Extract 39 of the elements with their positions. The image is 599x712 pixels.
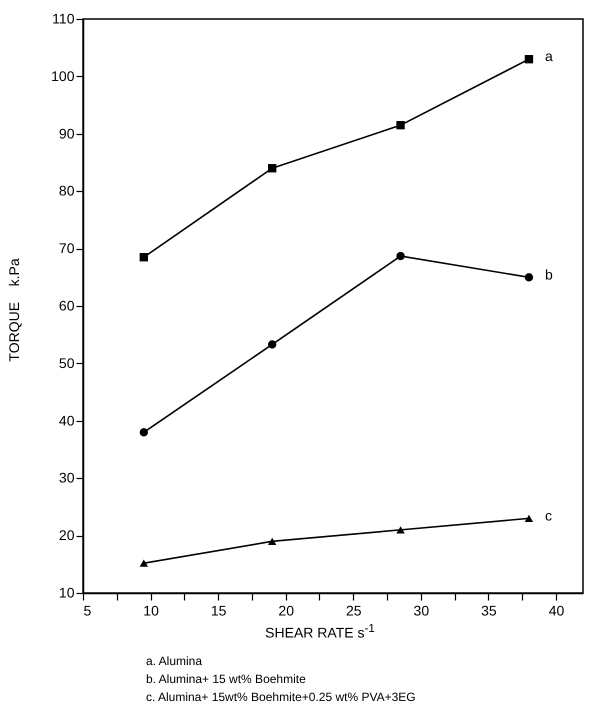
point <box>396 252 405 260</box>
text: b. Alumina+ 15 wt% Boehmite <box>146 671 307 688</box>
y-tick-label: 40 <box>58 412 75 428</box>
x-axis-title: SHEAR RATE s$^{-1}$ <box>264 622 376 641</box>
x-tick-label: 35 <box>481 602 497 618</box>
y-tick-label: 10 <box>58 584 75 600</box>
point <box>396 121 405 130</box>
x-tick-label: 30 <box>414 602 430 618</box>
y-tick-label: 20 <box>58 527 75 544</box>
point <box>524 54 534 64</box>
y-tick-label: 50 <box>58 354 75 371</box>
y-tick-label: 110 <box>52 10 75 26</box>
series-label: a <box>544 48 553 64</box>
y-axis-title: TORQUE k.Pa <box>6 258 22 362</box>
y-tick-label: 80 <box>58 182 75 199</box>
y-tick-label: 90 <box>58 125 75 142</box>
x-tick-label: 10 <box>143 602 160 618</box>
text: c. Alumina+ 15wt% Boehmite+0.25 wt% PVA+3EG <box>146 689 416 706</box>
x-tick-label: 40 <box>548 602 564 618</box>
y-tick-label: 70 <box>58 240 75 256</box>
point <box>140 560 148 567</box>
point <box>268 340 276 349</box>
x-tick-label: 15 <box>210 602 227 618</box>
point <box>268 538 276 545</box>
y-tick-label: 100 <box>51 68 75 84</box>
text: a. Alumina <box>146 653 204 670</box>
series-label: b <box>544 266 553 282</box>
x-tick-label: 20 <box>278 602 294 618</box>
point <box>140 253 148 262</box>
point <box>524 273 534 282</box>
y-tick-label: 60 <box>58 298 75 314</box>
x-tick-label: 25 <box>346 602 362 618</box>
point <box>524 514 534 522</box>
y-tick-label: 30 <box>58 470 75 486</box>
x-tick-label: 5 <box>84 602 92 618</box>
point <box>140 428 148 436</box>
point <box>396 526 405 534</box>
series-label: c <box>544 507 552 524</box>
point <box>268 164 276 172</box>
